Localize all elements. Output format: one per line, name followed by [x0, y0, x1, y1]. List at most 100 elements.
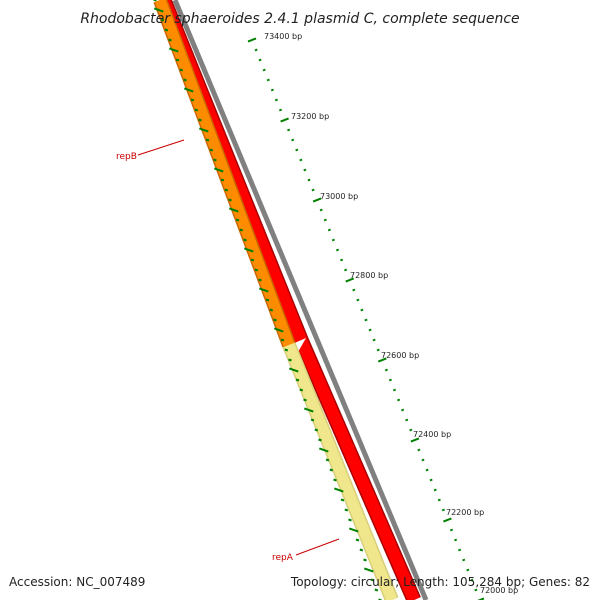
scale-minor-tick	[388, 378, 392, 382]
gc-tick	[198, 127, 209, 133]
gene-label-repB-group: repB	[116, 139, 185, 162]
scale-minor-tick	[331, 238, 335, 242]
gc-tick	[333, 478, 337, 482]
gc-tick	[333, 487, 344, 493]
scale-minor-tick	[429, 478, 433, 482]
scale-minor-tick	[392, 388, 397, 392]
scale-tick-label: 72600 bp	[381, 351, 419, 360]
scale-minor-tick	[356, 298, 360, 302]
gc-tick	[213, 167, 224, 173]
scale-minor-tick	[449, 528, 454, 532]
scale-minor-tick	[352, 288, 356, 292]
gc-tick	[194, 108, 199, 112]
reverse-strand	[153, 0, 399, 600]
gc-tick	[243, 247, 254, 253]
gene-label-repA[interactable]: repA	[272, 553, 294, 563]
scale-minor-tick	[360, 308, 364, 312]
scale-major-tick	[443, 517, 452, 523]
gc-tick	[348, 527, 359, 533]
gc-tick	[284, 348, 289, 352]
scale-minor-tick	[462, 558, 466, 562]
scale-minor-tick	[376, 348, 380, 352]
scale-major-tick	[477, 597, 485, 600]
gc-tick	[190, 98, 195, 102]
gc-tick	[153, 0, 157, 2]
gc-tick	[220, 178, 225, 182]
scale-major-tick	[280, 117, 289, 123]
gc-tick-track	[153, 0, 382, 600]
scale-minor-tick	[278, 108, 283, 112]
scale-minor-tick	[335, 248, 340, 252]
scale-minor-tick	[364, 318, 368, 322]
gc-tick	[209, 148, 214, 152]
scale-minor-tick	[397, 398, 401, 402]
scale-minor-tick	[458, 548, 462, 552]
topology-summary-text: Topology: circular; Length: 105,284 bp; …	[290, 575, 590, 589]
gc-tick	[164, 28, 169, 32]
gc-tick	[288, 367, 299, 373]
gc-tick	[160, 18, 165, 22]
scale-major-tick	[312, 197, 322, 203]
gc-tick	[359, 548, 364, 552]
gc-tick	[318, 438, 322, 442]
gc-tick	[318, 447, 329, 453]
gc-tick	[288, 358, 292, 362]
backbone-strand	[172, 0, 429, 600]
scale-major-tick	[410, 437, 420, 443]
accession-text: Accession: NC_007489	[9, 575, 145, 589]
gc-tick	[340, 498, 345, 502]
gc-tick	[198, 118, 202, 122]
scale-minor-tick	[319, 208, 323, 212]
scale-minor-tick	[437, 498, 441, 502]
scale-tick-label: 72000 bp	[480, 586, 518, 595]
gc-tick	[250, 258, 255, 262]
scale-minor-tick	[270, 88, 274, 92]
gc-tick	[168, 38, 172, 42]
scale-minor-tick	[311, 188, 315, 192]
scale-minor-tick	[303, 168, 307, 172]
gc-tick	[310, 418, 315, 422]
scale-minor-tick	[262, 68, 266, 72]
gene-label-repB[interactable]: repB	[116, 152, 137, 162]
scale-tick-label: 73200 bp	[291, 112, 329, 121]
scale-minor-tick	[372, 338, 376, 342]
gc-tick	[314, 428, 319, 432]
scale-tick-label: 73000 bp	[320, 192, 358, 201]
scale-major-tick	[247, 37, 257, 43]
scale-minor-tick	[299, 158, 303, 162]
scale-minor-tick	[327, 228, 331, 232]
gc-tick	[273, 318, 277, 322]
gc-tick	[363, 558, 367, 562]
scale-major-tick	[377, 357, 387, 363]
scale-minor-tick	[340, 258, 344, 262]
gc-tick	[374, 588, 379, 592]
gc-tick	[175, 58, 180, 62]
scale-major-tick	[345, 277, 355, 283]
gc-tick	[258, 287, 269, 293]
gc-tick	[183, 78, 187, 82]
scale-minor-tick	[266, 78, 270, 82]
gc-tick	[280, 338, 285, 342]
scale-labels: 73400 bp 73200 bp 73000 bp 72800 bp 7260…	[264, 32, 518, 595]
scale-minor-tick	[274, 98, 278, 102]
gc-tick	[299, 388, 304, 392]
gc-tick	[325, 458, 330, 462]
gc-tick	[258, 278, 262, 282]
scale-minor-tick	[258, 58, 262, 62]
gc-tick	[168, 47, 179, 53]
scale-minor-tick	[441, 508, 445, 512]
gc-tick	[295, 378, 300, 382]
gc-tick	[243, 238, 247, 242]
scale-minor-tick	[323, 218, 327, 222]
gc-tick	[153, 7, 164, 13]
gc-tick	[228, 198, 232, 202]
scale-tick-label: 72800 bp	[350, 271, 388, 280]
gene-label-repA-group: repA	[272, 538, 340, 563]
scale-minor-tick	[254, 48, 258, 52]
gc-tick	[179, 68, 184, 72]
scale-minor-tick	[384, 368, 388, 372]
scale-tick-track	[247, 37, 485, 600]
gc-tick	[239, 228, 244, 232]
forward-strand	[157, 0, 421, 600]
